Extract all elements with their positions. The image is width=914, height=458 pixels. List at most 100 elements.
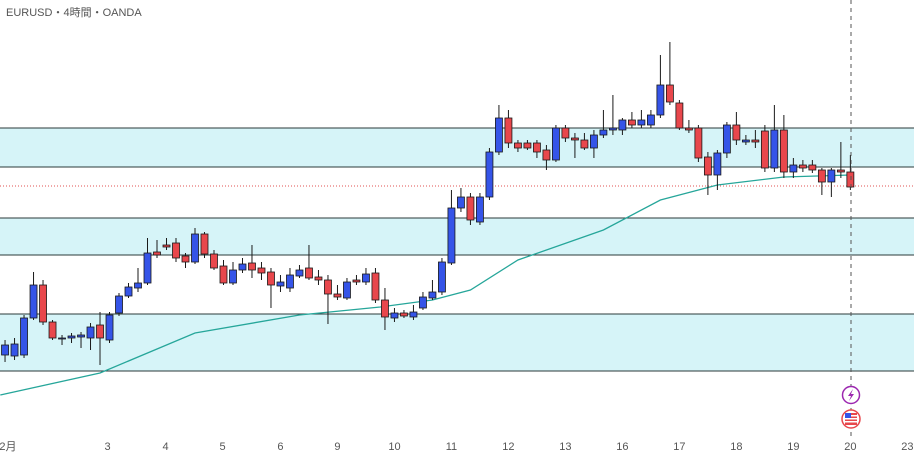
candle-body bbox=[343, 281, 351, 299]
candle-body bbox=[732, 124, 741, 141]
candle-body bbox=[210, 253, 218, 269]
candle-body bbox=[466, 196, 475, 221]
candle-body bbox=[580, 139, 589, 149]
candle-body bbox=[647, 114, 655, 126]
candle-body bbox=[542, 149, 551, 161]
candle-body bbox=[286, 274, 294, 289]
candle-body bbox=[561, 127, 570, 139]
x-tick-label: 9 bbox=[334, 441, 340, 453]
candle-body bbox=[590, 134, 598, 149]
candle-body bbox=[779, 129, 788, 173]
candle-body bbox=[419, 296, 427, 309]
x-tick-label: 17 bbox=[673, 441, 685, 453]
candle-body bbox=[390, 312, 399, 319]
candle-body bbox=[770, 129, 779, 169]
candle-body bbox=[713, 152, 722, 176]
candle-body bbox=[96, 324, 104, 339]
x-tick-label: 12 bbox=[502, 441, 514, 453]
candle-body bbox=[124, 286, 133, 297]
x-tick-label: 5 bbox=[219, 441, 225, 453]
candle-body bbox=[362, 273, 370, 283]
candle-body bbox=[656, 84, 665, 116]
candle-body bbox=[798, 164, 807, 169]
candle-body bbox=[267, 271, 275, 286]
candle-body bbox=[447, 207, 456, 264]
candle-body bbox=[162, 244, 171, 248]
candle-body bbox=[846, 171, 855, 188]
candle-body bbox=[67, 335, 76, 339]
candle-body bbox=[599, 129, 608, 136]
candle-body bbox=[10, 343, 19, 357]
candle-body bbox=[191, 233, 199, 263]
chart-title: EURUSD・4時間・OANDA bbox=[6, 6, 142, 19]
candle-body bbox=[428, 291, 437, 299]
candle-body bbox=[476, 196, 484, 223]
candle-body bbox=[143, 252, 152, 284]
candle-body bbox=[694, 127, 703, 159]
candle-body bbox=[1, 344, 9, 356]
candle-body bbox=[58, 337, 66, 340]
candle-body bbox=[229, 269, 237, 284]
candle-body bbox=[571, 137, 579, 141]
candle-body bbox=[609, 127, 617, 131]
candle-body bbox=[314, 276, 323, 281]
plot bbox=[0, 42, 914, 396]
candle-body bbox=[219, 265, 228, 284]
x-tick-label: 6 bbox=[277, 441, 283, 453]
candle-body bbox=[836, 169, 845, 173]
x-tick-label: 18 bbox=[730, 441, 742, 453]
x-tick-label: 23 bbox=[901, 441, 913, 453]
candle-body bbox=[371, 272, 380, 301]
candle-body bbox=[134, 282, 142, 289]
candle-body bbox=[722, 124, 731, 154]
candle-body bbox=[381, 299, 389, 318]
candle-body bbox=[29, 284, 38, 319]
candle-body bbox=[153, 251, 161, 256]
zone bbox=[0, 314, 914, 371]
candle-body bbox=[39, 284, 47, 323]
candle-body bbox=[257, 267, 266, 274]
x-tick-label: 16 bbox=[616, 441, 628, 453]
x-tick-label: 3 bbox=[105, 441, 111, 453]
candle-body bbox=[115, 295, 123, 314]
candle-body bbox=[200, 233, 209, 255]
candle-body bbox=[324, 279, 332, 295]
candle-body bbox=[684, 127, 693, 131]
candle-body bbox=[86, 326, 95, 339]
zone bbox=[0, 218, 914, 255]
candle-body bbox=[789, 164, 798, 173]
x-tick-label: 19 bbox=[787, 441, 799, 453]
x-tick-label: 10 bbox=[388, 441, 400, 453]
candle-body bbox=[400, 312, 408, 317]
candle-body bbox=[618, 119, 627, 131]
candle-body bbox=[514, 142, 522, 149]
candle-body bbox=[504, 117, 513, 144]
candle-body bbox=[808, 164, 817, 171]
candle-body bbox=[48, 321, 57, 339]
x-tick-label: 11 bbox=[446, 441, 457, 453]
candle-body bbox=[457, 196, 465, 209]
candle-body bbox=[533, 142, 541, 153]
x-tick-label: 20 bbox=[844, 441, 856, 453]
candle-body bbox=[333, 293, 342, 298]
candle-body bbox=[827, 169, 836, 183]
candle-body bbox=[817, 169, 826, 183]
candle-body bbox=[751, 139, 760, 143]
candle-body bbox=[352, 279, 361, 283]
candle-body bbox=[248, 262, 256, 271]
candle-body bbox=[628, 119, 636, 126]
candle-body bbox=[409, 311, 418, 318]
candle-body bbox=[675, 102, 684, 129]
candle-body bbox=[760, 130, 769, 169]
candle-body bbox=[665, 84, 674, 103]
event-icon[interactable] bbox=[841, 385, 861, 405]
flag-icon[interactable] bbox=[841, 409, 861, 429]
candle-body bbox=[438, 261, 446, 293]
x-tick-label: 2月 bbox=[0, 441, 16, 453]
candle-body bbox=[276, 281, 285, 287]
candle-body bbox=[305, 267, 313, 279]
candle-body bbox=[238, 263, 247, 271]
candle-body bbox=[77, 334, 85, 338]
